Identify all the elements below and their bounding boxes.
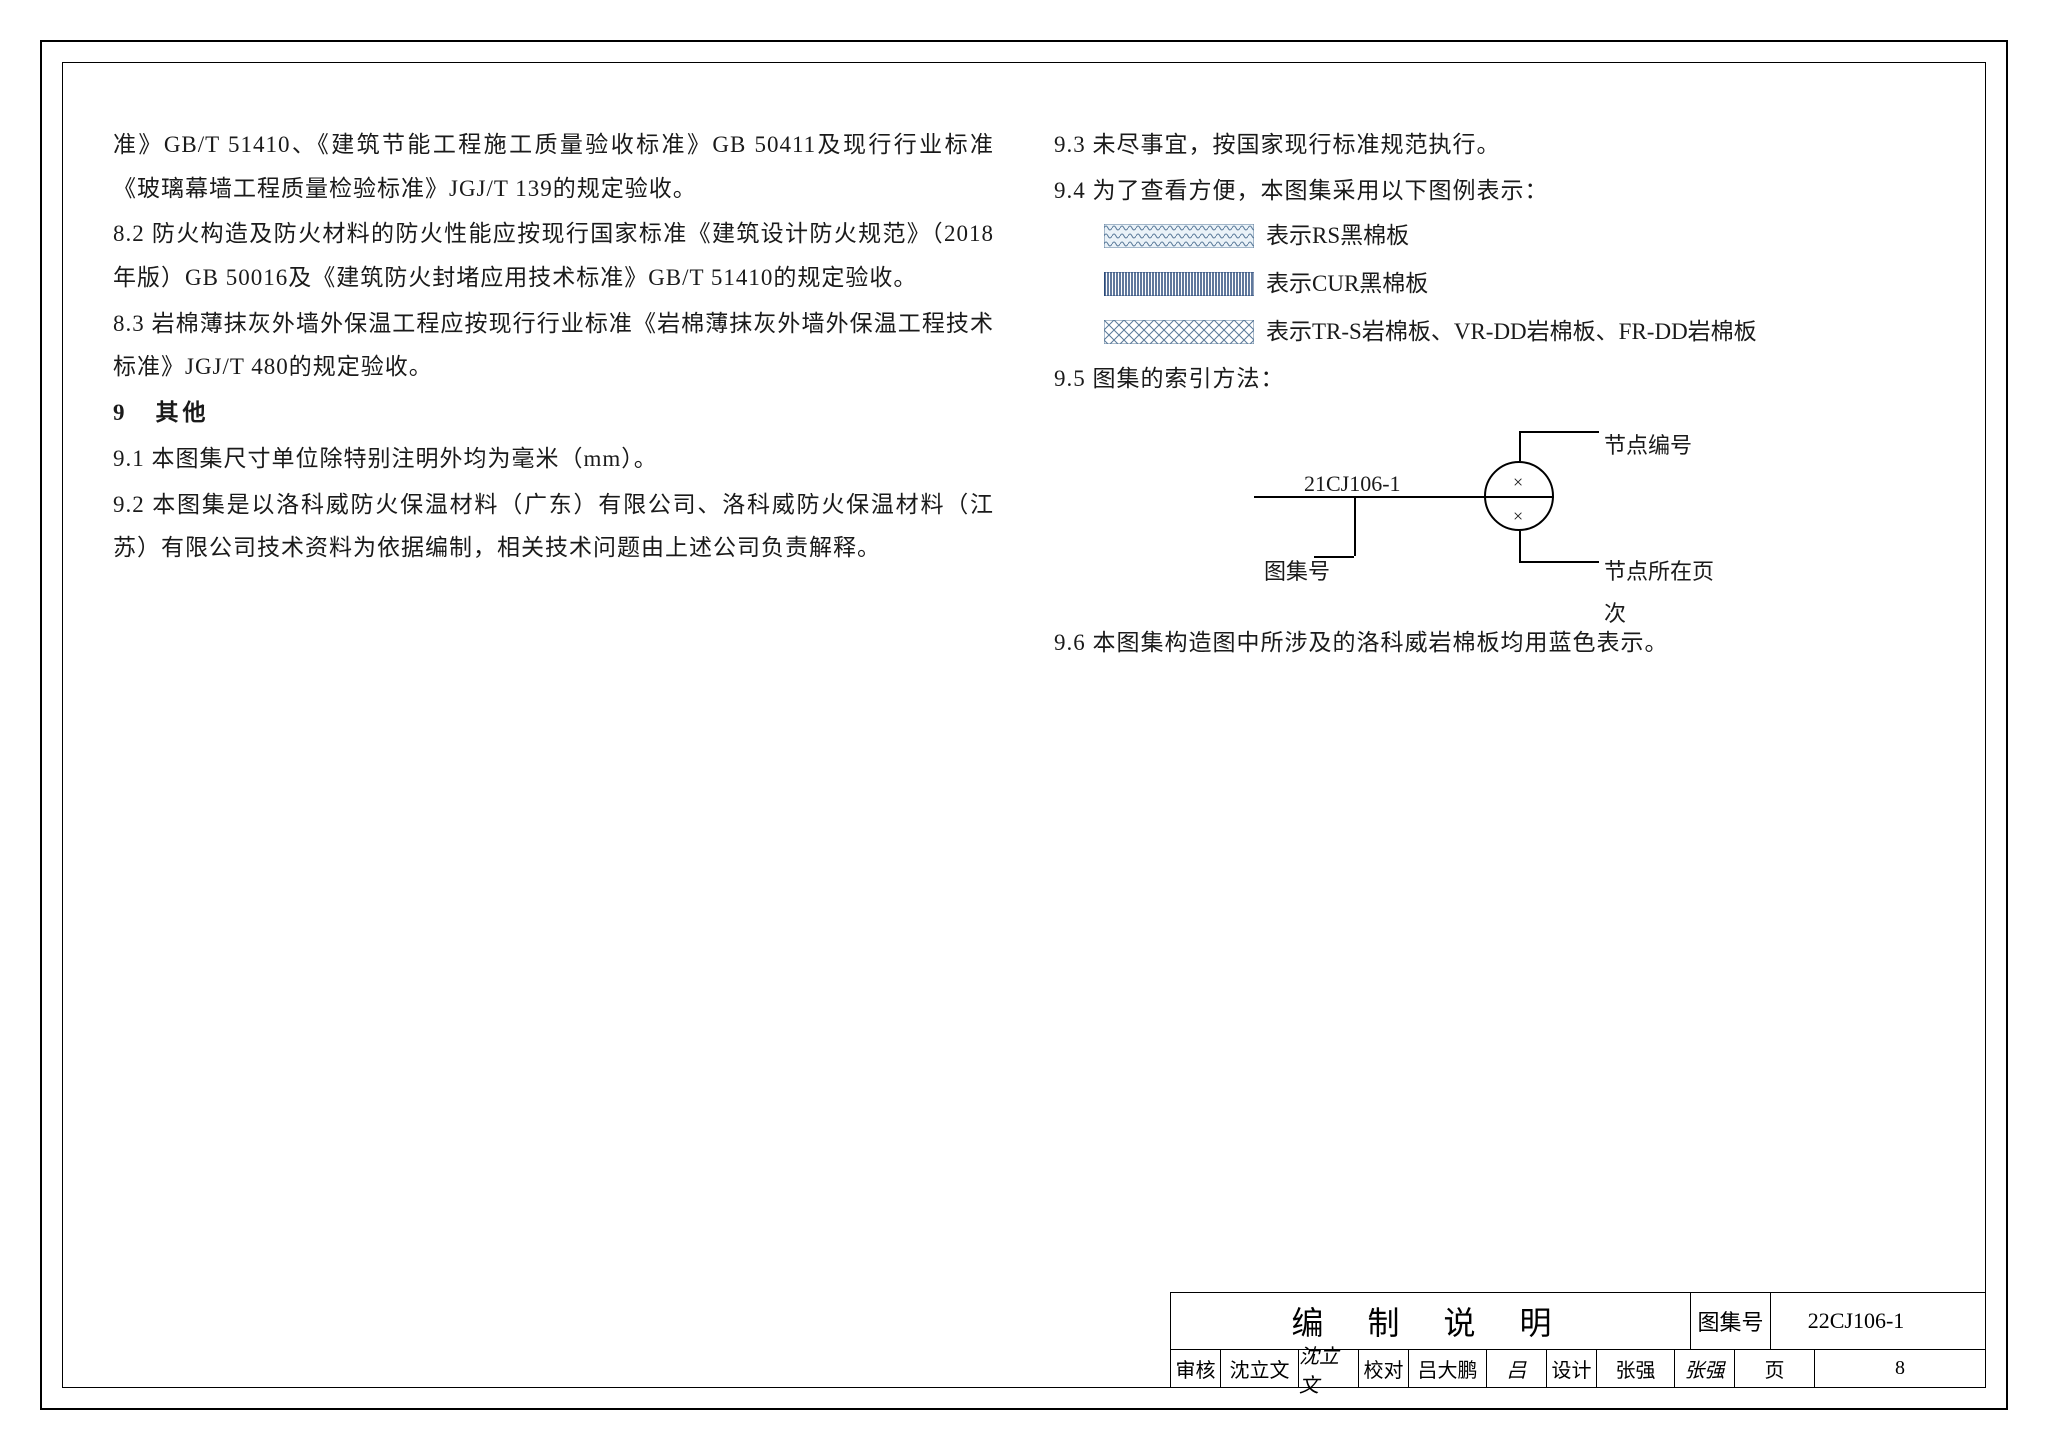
para-9-1: 9.1 本图集尺寸单位除特别注明外均为毫米（mm）。 (113, 437, 994, 481)
idx-page-label: 节点所在页次 (1604, 551, 1734, 635)
idx-x-top: × (1513, 465, 1523, 499)
idx-leader-2v (1519, 431, 1521, 461)
idx-tuji-label: 图集号 (1264, 551, 1330, 593)
page-label: 页 (1735, 1349, 1815, 1387)
para-8-3: 8.3 岩棉薄抹灰外墙外保温工程应按现行行业标准《岩棉薄抹灰外墙外保温工程技术标… (113, 302, 994, 389)
design-label: 设计 (1547, 1349, 1597, 1387)
tuji-value: 22CJ106-1 (1771, 1293, 1941, 1349)
legend-tr: 表示TR-S岩棉板、VR-DD岩棉板、FR-DD岩棉板 (1104, 310, 1935, 354)
legend-cur: 表示CUR黑棉板 (1104, 262, 1935, 306)
swatch-cur-icon (1104, 272, 1254, 296)
idx-node-label: 节点编号 (1604, 425, 1692, 467)
title-block-top: 编 制 说 明 图集号 22CJ106-1 (1171, 1293, 1985, 1349)
index-diagram: × × 21CJ106-1 图集号 节点编号 节点所在页次 (1174, 421, 1734, 601)
idx-x-bottom: × (1513, 499, 1523, 533)
review-signature: 沈立文 (1299, 1349, 1359, 1387)
idx-leader-3v (1519, 531, 1521, 561)
legend-cur-label: 表示CUR黑棉板 (1266, 262, 1428, 306)
outer-border: 准》GB/T 51410、《建筑节能工程施工质量验收标准》GB 50411及现行… (40, 40, 2008, 1410)
inner-border: 准》GB/T 51410、《建筑节能工程施工质量验收标准》GB 50411及现行… (62, 62, 1986, 1388)
title-block-bottom: 审核 沈立文 沈立文 校对 吕大鹏 吕 设计 张强 张强 页 8 (1171, 1349, 1985, 1387)
title-block: 编 制 说 明 图集号 22CJ106-1 审核 沈立文 沈立文 校对 吕大鹏 … (1170, 1292, 1986, 1388)
design-signature: 张强 (1675, 1349, 1735, 1387)
right-column: 9.3 未尽事宜，按国家现行标准规范执行。 9.4 为了查看方便，本图集采用以下… (1054, 123, 1935, 667)
legend-tr-label: 表示TR-S岩棉板、VR-DD岩棉板、FR-DD岩棉板 (1266, 310, 1757, 354)
para-9-6: 9.6 本图集构造图中所涉及的洛科威岩棉板均用蓝色表示。 (1054, 621, 1935, 665)
check-signature: 吕 (1487, 1349, 1547, 1387)
page-number: 8 (1815, 1349, 1985, 1387)
design-name: 张强 (1597, 1349, 1675, 1387)
idx-code: 21CJ106-1 (1304, 463, 1401, 505)
left-column: 准》GB/T 51410、《建筑节能工程施工质量验收标准》GB 50411及现行… (113, 123, 994, 667)
para-8-1-cont: 准》GB/T 51410、《建筑节能工程施工质量验收标准》GB 50411及现行… (113, 123, 994, 210)
para-9-5: 9.5 图集的索引方法： (1054, 357, 1935, 401)
idx-leader-1v (1354, 496, 1356, 556)
para-9-4: 9.4 为了查看方便，本图集采用以下图例表示： (1054, 169, 1935, 213)
tuji-label: 图集号 (1691, 1293, 1771, 1349)
idx-leader-3h (1519, 561, 1599, 563)
page-content: 准》GB/T 51410、《建筑节能工程施工质量验收标准》GB 50411及现行… (63, 63, 1985, 687)
para-9-2: 9.2 本图集是以洛科威防火保温材料（广东）有限公司、洛科威防火保温材料（江苏）… (113, 483, 994, 570)
heading-9: 9 其他 (113, 391, 994, 435)
para-8-2: 8.2 防火构造及防火材料的防火性能应按现行国家标准《建筑设计防火规范》（201… (113, 212, 994, 299)
idx-leader-2h (1519, 431, 1599, 433)
swatch-rs-icon (1104, 224, 1254, 248)
swatch-tr-icon (1104, 320, 1254, 344)
para-9-3: 9.3 未尽事宜，按国家现行标准规范执行。 (1054, 123, 1935, 167)
check-name: 吕大鹏 (1409, 1349, 1487, 1387)
legend-rs-label: 表示RS黑棉板 (1266, 214, 1409, 258)
legend-rs: 表示RS黑棉板 (1104, 214, 1935, 258)
check-label: 校对 (1359, 1349, 1409, 1387)
drawing-title: 编 制 说 明 (1171, 1293, 1691, 1349)
review-label: 审核 (1171, 1349, 1221, 1387)
review-name: 沈立文 (1221, 1349, 1299, 1387)
